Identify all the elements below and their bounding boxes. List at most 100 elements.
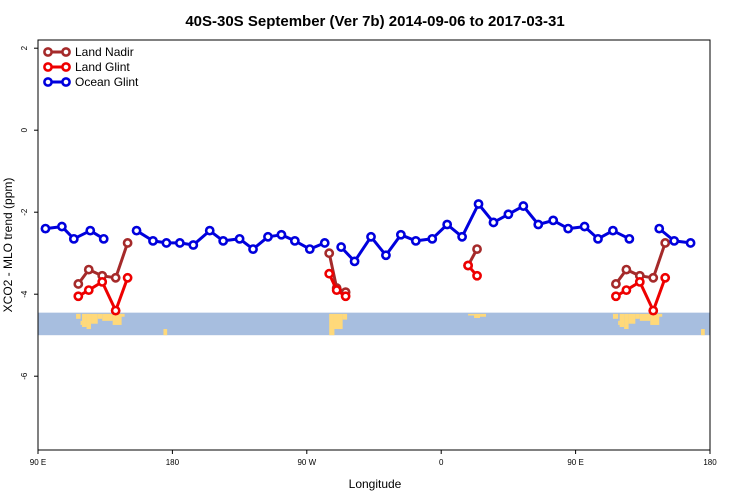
data-point: [148, 235, 158, 246]
data-point: [83, 264, 94, 275]
map-strip: [38, 312, 710, 336]
map-land: [329, 313, 335, 336]
data-point: [518, 201, 529, 211]
plot-frame: [37, 39, 711, 451]
data-point: [98, 233, 109, 244]
map-land: [91, 313, 98, 324]
legend-label: Land Glint: [75, 60, 130, 74]
map-land: [163, 329, 168, 336]
x-tick-label: 90 E: [567, 458, 583, 467]
legend-marker: [43, 62, 53, 72]
data-point: [660, 238, 671, 248]
map-land: [628, 313, 636, 324]
x-tick-label: 90 E: [30, 458, 46, 467]
data-point: [174, 238, 185, 248]
map-land: [82, 313, 87, 327]
legend-marker: [61, 47, 71, 57]
chart-title: 40S-30S September (Ver 7b) 2014-09-06 to…: [185, 13, 564, 30]
x-tick-label: 0: [439, 458, 444, 467]
x-tick-label: 180: [703, 458, 717, 467]
legend-label: Land Nadir: [75, 45, 134, 59]
map-ocean: [38, 312, 710, 336]
data-point: [263, 231, 273, 242]
data-point: [83, 285, 94, 295]
data-point: [56, 221, 67, 232]
data-point: [488, 217, 499, 228]
data-point: [331, 285, 342, 295]
map-land: [474, 313, 481, 318]
map-land: [80, 320, 83, 325]
data-point: [319, 238, 330, 248]
data-point: [234, 233, 245, 244]
data-point: [410, 235, 421, 246]
data-point: [85, 225, 96, 236]
map-land: [612, 313, 619, 319]
data-point: [131, 225, 142, 236]
data-point: [608, 225, 618, 236]
data-point: [669, 235, 680, 246]
data-point: [621, 285, 632, 295]
data-point: [442, 219, 453, 230]
data-point: [548, 215, 559, 226]
data-point: [381, 250, 391, 261]
series-layer: [40, 199, 696, 316]
data-point: [395, 229, 406, 240]
series-ocean-glint: [40, 199, 696, 267]
map-land: [624, 313, 629, 330]
data-point: [611, 291, 621, 302]
legend-marker: [61, 77, 71, 87]
data-point: [427, 233, 438, 244]
data-point: [366, 231, 376, 242]
data-point: [188, 240, 199, 250]
y-axis-label: XCO2 - MLO trend (ppm): [1, 178, 15, 313]
legend-marker: [43, 77, 53, 87]
map-land: [102, 313, 113, 321]
data-point: [621, 264, 632, 275]
data-point: [73, 291, 84, 302]
data-point: [611, 279, 621, 289]
y-tick-label: -6: [20, 372, 29, 380]
data-point: [218, 235, 229, 246]
legend-item: Ocean Glint: [43, 75, 139, 89]
data-point: [654, 223, 665, 234]
data-point: [122, 238, 133, 248]
x-axis: 90 E 180 90 W 0 90 E 180: [30, 450, 717, 467]
map-land: [97, 313, 103, 319]
data-point: [161, 238, 172, 248]
data-point: [289, 235, 300, 246]
data-point: [503, 209, 514, 220]
data-point: [40, 223, 51, 234]
y-tick-label: -4: [20, 290, 29, 298]
map-land: [468, 313, 475, 316]
data-point: [73, 279, 84, 289]
map-land: [342, 313, 348, 320]
map-land: [86, 313, 92, 330]
data-point: [324, 248, 335, 259]
data-point: [204, 225, 215, 236]
y-axis: 2 0 -2 -4 -6: [20, 45, 38, 380]
map-land: [76, 313, 81, 319]
y-tick-label: -2: [20, 208, 29, 216]
map-land: [639, 313, 651, 321]
legend-label: Ocean Glint: [75, 75, 139, 89]
data-point: [463, 260, 473, 271]
map-land: [333, 313, 343, 330]
map-land: [619, 313, 625, 327]
data-point: [336, 242, 347, 252]
data-point: [660, 272, 671, 283]
legend-item: Land Nadir: [43, 45, 134, 59]
x-axis-label: Longitude: [349, 477, 402, 491]
data-point: [648, 305, 659, 316]
legend-marker: [61, 62, 71, 72]
data-point: [97, 276, 108, 287]
data-point: [624, 233, 635, 244]
x-tick-label: 90 W: [297, 458, 316, 467]
legend-marker: [43, 47, 53, 57]
data-point: [349, 256, 360, 267]
y-tick-label: 2: [20, 45, 29, 50]
data-point: [563, 223, 574, 234]
y-tick-label: 0: [20, 127, 29, 132]
data-point: [122, 272, 133, 283]
data-point: [472, 270, 482, 281]
